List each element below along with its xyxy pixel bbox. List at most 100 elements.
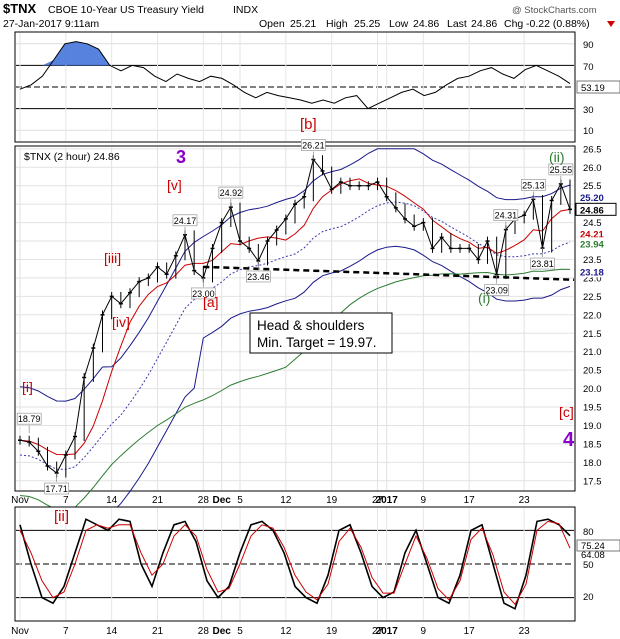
timestamp: 27-Jan-2017 9:11am [3,18,99,30]
stoch-k-box [576,539,620,552]
stoch-x-tick: 27 [372,626,384,637]
exchange-label: INDX [233,4,258,16]
price-legend: $TNX (2 hour) 24.86 [24,151,120,163]
stoch-x-tick: 21 [152,626,164,637]
wave-label-iv: [iv] [112,314,130,330]
change-label: Chg [504,18,523,30]
callout-label: 23.46 [247,272,270,282]
price-y-tick: 19.0 [583,421,602,432]
wave-label-c: [c] [559,404,574,420]
stoch-tick-50: 50 [583,560,594,571]
dotted-moving-average [19,201,571,470]
price-y-tick: 25.5 [583,181,602,192]
price-x-tick: 14 [106,495,118,506]
stochastic-panel: [ii] 80 75.24 50 64.08 20 Nov 7 14 21 28 Dec 5… [11,506,620,637]
callout-label: 23.09 [485,286,508,296]
price-panel: 18.79 17.71 24.17 23.00 24.92 23.46 26.21 24.31… [11,139,617,559]
symbol-label: $TNX [3,1,37,16]
stoch-x-tick: 9 [421,626,427,637]
price-tag-box [575,202,617,216]
stoch-d-value: 64.08 [581,550,605,561]
price-y-tick: 18.0 [583,458,602,469]
price-x-tick: 9 [421,495,427,506]
last-value: 24.86 [471,18,497,30]
stoch-x-tick: 5 [237,626,243,637]
price-y-tick: 20.0 [583,384,602,395]
stoch-x-tick: Nov [11,626,29,637]
wave-label-i: [i] [22,379,33,395]
stoch-x-tick: 23 [519,626,531,637]
price-y-tick: 26.0 [583,163,602,174]
rsi-panel: 90 70 53.19 30 10 [b] [14,31,620,143]
wave-label-minor-i: (i) [478,290,490,306]
wave-label-4: 4 [563,429,575,451]
callout-label: 25.13 [522,180,545,190]
price-y-tick: 20.5 [583,366,602,377]
price-x-tick: 2017 [376,495,399,506]
head-shoulders-title: Head & shoulders [257,318,365,333]
wave-label-3: 3 [176,147,186,167]
chart-header: $TNX CBOE 10-Year US Treasury Yield INDX… [3,1,615,30]
callout-box [190,287,216,300]
price-x-tick: 21 [152,495,164,506]
open-value: 25.21 [290,18,316,30]
callout-box [172,214,198,227]
security-name: CBOE 10-Year US Treasury Yield [48,4,204,16]
callout-box [218,186,244,199]
price-tag-box [576,227,616,240]
price-y-tick: 24.5 [583,218,602,229]
price-tag-box [576,190,616,203]
price-x-tick: 23 [519,495,531,506]
low-value: 24.86 [413,18,439,30]
down-arrow-icon [607,21,615,27]
change-value: -0.22 (0.88%) [526,18,590,30]
price-tag: 23.94 [580,239,604,250]
high-value: 25.25 [354,18,380,30]
price-x-tick: Nov [11,495,29,506]
callout-label: 24.17 [174,216,197,226]
wave-label-a: [a] [203,294,219,310]
price-y-tick: 18.5 [583,439,602,450]
wave-label-iii: [iii] [104,250,121,266]
upper-band-line [19,148,571,402]
price-x-tick: Dec [212,495,231,506]
callout-label: 17.71 [45,484,68,494]
price-y-tick: 22.0 [583,310,602,321]
price-y-tick: 23.0 [583,273,602,284]
callout-box [520,179,546,191]
callout-label: 24.92 [220,188,243,198]
price-y-tick: 23.5 [583,255,602,266]
callout-box [245,270,271,283]
rsi-line [19,41,571,110]
green-moving-average [19,268,571,511]
stoch-x-tick: 28 [198,626,210,637]
price-y-tick: 21.0 [583,347,602,358]
wave-label-minor-ii: (ii) [549,149,565,165]
stoch-x-tick: 14 [106,626,118,637]
open-label: Open [259,18,285,30]
price-tag: 25.20 [580,193,604,204]
price-tag-box [576,265,616,278]
low-label: Low [389,18,409,30]
stoch-x-tick: 2017 [376,626,399,637]
head-shoulders-target: Min. Target = 19.97. [257,335,376,350]
last-label: Last [447,18,467,30]
rsi-tick-10: 10 [583,126,594,137]
callout-box [16,412,42,425]
price-tag: 24.86 [580,205,604,216]
rsi-last-box [576,80,620,94]
callout-box [44,482,70,495]
callout-box [493,209,519,221]
high-label: High [326,18,348,30]
callout-box [548,163,574,176]
callout-box [300,139,326,151]
stoch-tick-80: 80 [583,527,594,538]
rsi-tick-90: 90 [583,40,594,51]
head-shoulders-neckline [203,265,575,282]
price-tag: 23.18 [580,267,604,278]
price-x-tick: 17 [464,495,476,506]
price-x-tick: 5 [237,495,243,506]
price-x-tick: 28 [198,495,210,506]
stoch-tick-20: 20 [583,592,594,603]
